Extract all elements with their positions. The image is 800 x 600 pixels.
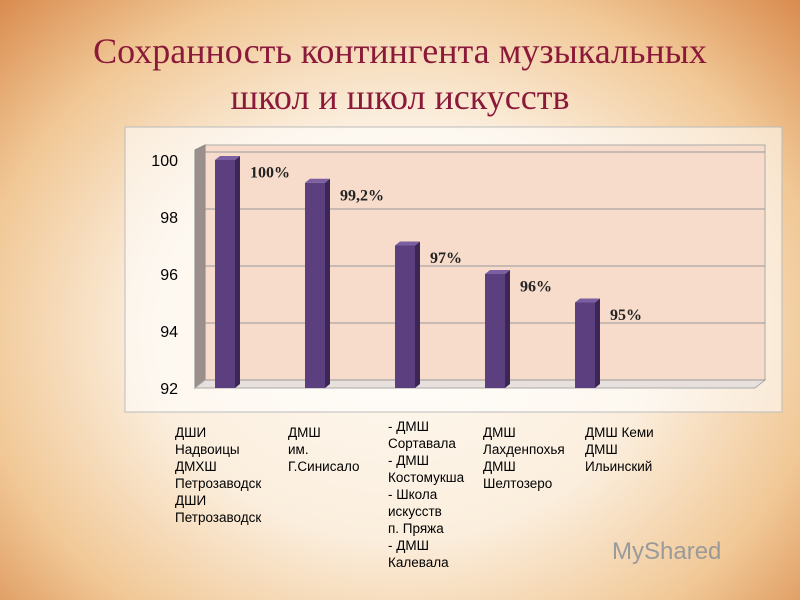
value-label: 96% (520, 279, 552, 296)
bar-side (595, 298, 600, 388)
bar-top (215, 156, 240, 160)
x-tick-label: - ДМШ Сортавала - ДМШ Костомукша - Школа… (388, 419, 465, 570)
bar (485, 274, 505, 388)
y-tick-label: 98 (160, 210, 178, 227)
bar (305, 182, 325, 388)
bar-top (305, 178, 330, 183)
bar-top (485, 270, 510, 274)
value-label: 97% (430, 250, 462, 267)
bar (215, 160, 235, 388)
bar-top (575, 298, 600, 303)
bar-side (325, 178, 330, 388)
bar-side (235, 156, 240, 388)
x-tick-label: ДМШ им. Г.Синисало (288, 425, 360, 474)
y-tick-label: 100 (151, 153, 178, 170)
bar-top (395, 241, 420, 246)
slide-title: Сохранность контингента музыкальных школ… (93, 31, 707, 117)
bar (575, 302, 595, 388)
y-tick-label: 96 (160, 267, 178, 284)
watermark: MyShared (612, 538, 722, 565)
y-tick-label: 94 (160, 324, 178, 341)
side-wall (194, 144, 206, 390)
y-tick-label: 92 (160, 381, 178, 398)
bar (395, 245, 415, 388)
x-tick-label: ДМШ Кеми ДМШ Ильинский (585, 425, 654, 474)
bar-side (505, 270, 510, 388)
floor (193, 379, 767, 389)
value-label: 95% (610, 307, 642, 324)
value-label: 100% (250, 165, 290, 182)
x-tick-label: ДМШ Лахденпохья ДМШ Шелтозеро (483, 425, 565, 491)
x-tick-label: ДШИ Надвоицы ДМХШ Петрозаводск ДШИ Петро… (175, 425, 262, 525)
value-label: 99,2% (340, 187, 384, 204)
bar-side (415, 241, 420, 388)
